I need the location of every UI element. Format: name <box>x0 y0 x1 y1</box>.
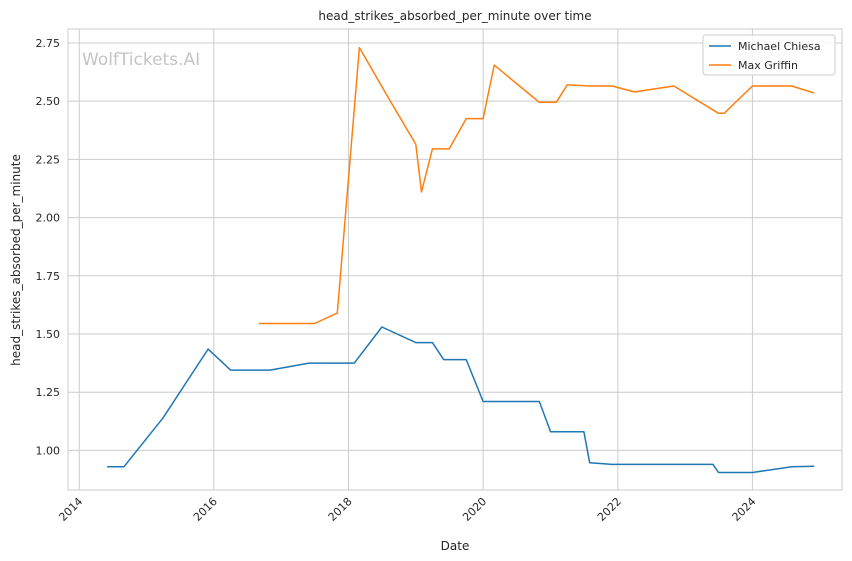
x-tick-label: 2018 <box>326 495 355 524</box>
legend-box <box>702 34 836 76</box>
x-axis-ticks: 2014 2016 2018 2020 2022 2024 <box>56 495 758 524</box>
y-tick-label: 2.00 <box>36 212 61 225</box>
y-axis-ticks: 1.00 1.25 1.50 1.75 2.00 2.25 2.50 2.75 <box>36 37 61 457</box>
y-tick-label: 1.25 <box>36 386 61 399</box>
series-lines <box>107 46 815 474</box>
x-tick-label: 2016 <box>191 495 220 524</box>
series-line-0 <box>107 326 815 474</box>
x-tick-label: 2014 <box>56 495 85 524</box>
y-tick-label: 1.50 <box>36 328 61 341</box>
x-tick-label: 2020 <box>460 495 489 524</box>
plot-area <box>67 28 843 491</box>
grid-lines <box>68 29 842 490</box>
legend: Michael Chiesa Max Griffin <box>702 34 836 76</box>
chart-title: head_strikes_absorbed_per_minute over ti… <box>318 9 591 23</box>
legend-label-1: Max Griffin <box>738 59 798 72</box>
x-axis-label: Date <box>441 539 470 553</box>
x-tick-label: 2024 <box>730 495 759 524</box>
y-tick-label: 2.25 <box>36 153 61 166</box>
watermark: WolfTickets.AI <box>82 50 200 70</box>
series-line-1 <box>258 46 815 325</box>
y-tick-label: 1.75 <box>36 270 61 283</box>
y-tick-label: 2.50 <box>36 95 61 108</box>
x-tick-label: 2022 <box>595 495 624 524</box>
y-tick-label: 1.00 <box>36 444 61 457</box>
legend-label-0: Michael Chiesa <box>738 40 821 53</box>
y-axis-label: head_strikes_absorbed_per_minute <box>9 154 23 366</box>
y-tick-label: 2.75 <box>36 37 61 50</box>
